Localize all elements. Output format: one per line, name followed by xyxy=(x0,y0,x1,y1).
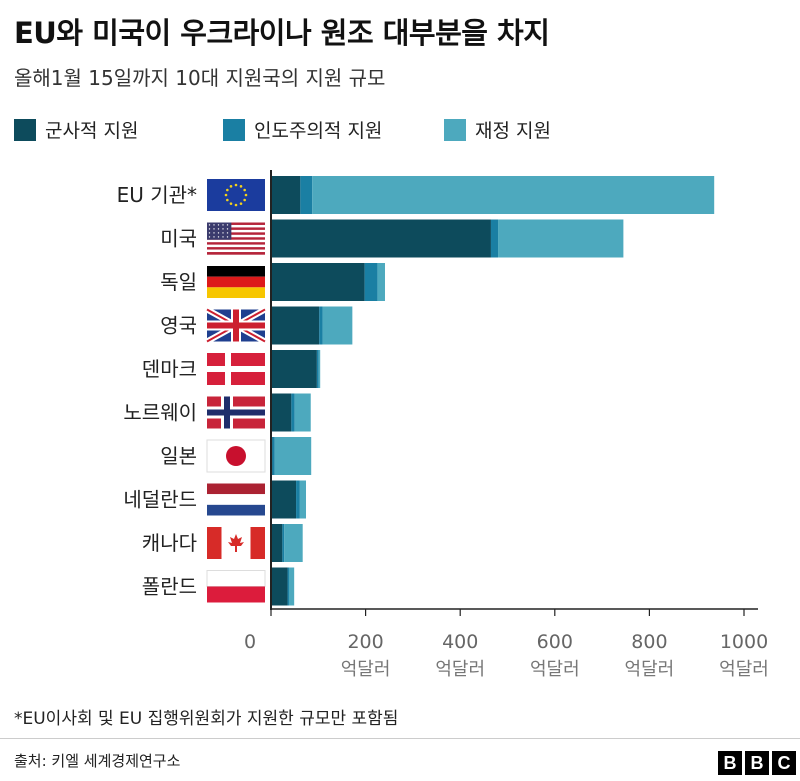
chart-title: EU와 미국이 우크라이나 원조 대부분을 차지 xyxy=(14,16,550,50)
netherlands-flag xyxy=(207,483,265,516)
eu-flag xyxy=(207,179,265,211)
bbc-logo: B B C xyxy=(718,751,796,775)
bar-segment-humanitarian xyxy=(291,393,295,432)
x-tick-label: 200 xyxy=(347,631,383,653)
category-label: 독일 xyxy=(160,270,197,294)
bar-segment-military xyxy=(271,567,288,606)
x-tick-unit: 억달러 xyxy=(530,659,580,680)
legend-label-financial: 재정 지원 xyxy=(475,120,551,142)
legend-label-military: 군사적 지원 xyxy=(45,120,139,142)
bar-segment-financial xyxy=(284,524,303,562)
bar-segment-humanitarian xyxy=(282,524,285,562)
footer-divider xyxy=(0,738,800,739)
denmark-flag xyxy=(207,353,265,385)
chart-subtitle: 올해1월 15일까지 10대 지원국의 지원 규모 xyxy=(14,66,386,90)
germany-flag xyxy=(207,266,265,298)
x-tick-unit: 억달러 xyxy=(435,659,485,680)
bar-segment-military xyxy=(271,480,297,519)
bar-segment-military xyxy=(271,306,320,345)
bar-segment-financial xyxy=(294,393,311,432)
x-tick-label: 0 xyxy=(244,631,256,653)
bbc-logo-letter: C xyxy=(772,751,796,775)
bbc-logo-letter: B xyxy=(745,751,769,775)
category-label: 네덜란드 xyxy=(123,488,197,512)
category-label: 미국 xyxy=(160,227,197,251)
legend: 군사적 지원 인도주의적 지원 재정 지원 xyxy=(14,116,794,142)
norway-flag xyxy=(207,396,265,429)
bar-segment-financial xyxy=(322,306,353,345)
bar-segment-military xyxy=(271,176,301,214)
bar-segment-financial xyxy=(274,437,312,475)
bar-segment-financial xyxy=(299,480,307,519)
x-tick-label: 800 xyxy=(631,631,667,653)
x-tick-unit: 억달러 xyxy=(625,659,675,680)
legend-swatch-humanitarian xyxy=(223,118,245,141)
bar-segment-financial xyxy=(498,219,624,258)
category-label: 영국 xyxy=(160,314,197,338)
bar-segment-financial xyxy=(318,350,321,388)
x-tick-unit: 억달러 xyxy=(719,659,769,680)
legend-swatch-military xyxy=(14,118,36,141)
x-tick-unit: 억달러 xyxy=(341,659,391,680)
category-label: 폴란드 xyxy=(142,575,197,599)
bar-segment-military xyxy=(271,219,491,258)
category-label: 덴마크 xyxy=(142,357,197,381)
bar-segment-humanitarian xyxy=(300,176,313,214)
legend-item-financial: 재정 지원 xyxy=(444,116,551,143)
bar-segment-military xyxy=(271,263,365,301)
bar-segment-humanitarian xyxy=(296,480,300,519)
legend-item-military: 군사적 지원 xyxy=(14,116,138,143)
poland-flag xyxy=(206,570,266,603)
x-tick-label: 400 xyxy=(442,631,478,653)
bar-segment-humanitarian xyxy=(316,350,319,388)
us-flag xyxy=(207,222,265,255)
category-label: 캐나다 xyxy=(142,531,197,555)
bar-segment-financial xyxy=(312,176,715,214)
source-text: 출처: 키엘 세계경제연구소 xyxy=(14,752,181,770)
bar-segment-humanitarian xyxy=(287,567,289,606)
x-tick-label: 600 xyxy=(537,631,573,653)
canada-flag xyxy=(207,527,265,559)
uk-flag xyxy=(205,306,267,345)
bar-segment-financial xyxy=(288,567,295,606)
bar-segment-humanitarian xyxy=(490,219,499,258)
bar-segment-humanitarian xyxy=(319,306,323,345)
bar-segment-financial xyxy=(377,263,385,301)
x-tick-label: 1000 xyxy=(720,631,768,653)
legend-item-humanitarian: 인도주의적 지원 xyxy=(223,116,382,143)
bar-segment-military xyxy=(271,350,317,388)
japan-flag xyxy=(206,439,266,473)
bar-segment-humanitarian xyxy=(364,263,378,301)
bar-segment-military xyxy=(271,393,292,432)
category-label: EU 기관* xyxy=(117,183,197,207)
legend-label-humanitarian: 인도주의적 지원 xyxy=(254,120,383,142)
footnote: *EU이사회 및 EU 집행위원회가 지원한 규모만 포함됨 xyxy=(14,709,399,729)
bar-segment-military xyxy=(271,524,283,562)
legend-swatch-financial xyxy=(444,118,466,141)
bar-segment-humanitarian xyxy=(272,437,275,475)
bbc-logo-letter: B xyxy=(718,751,742,775)
category-label: 일본 xyxy=(160,444,197,468)
category-label: 노르웨이 xyxy=(123,401,197,425)
